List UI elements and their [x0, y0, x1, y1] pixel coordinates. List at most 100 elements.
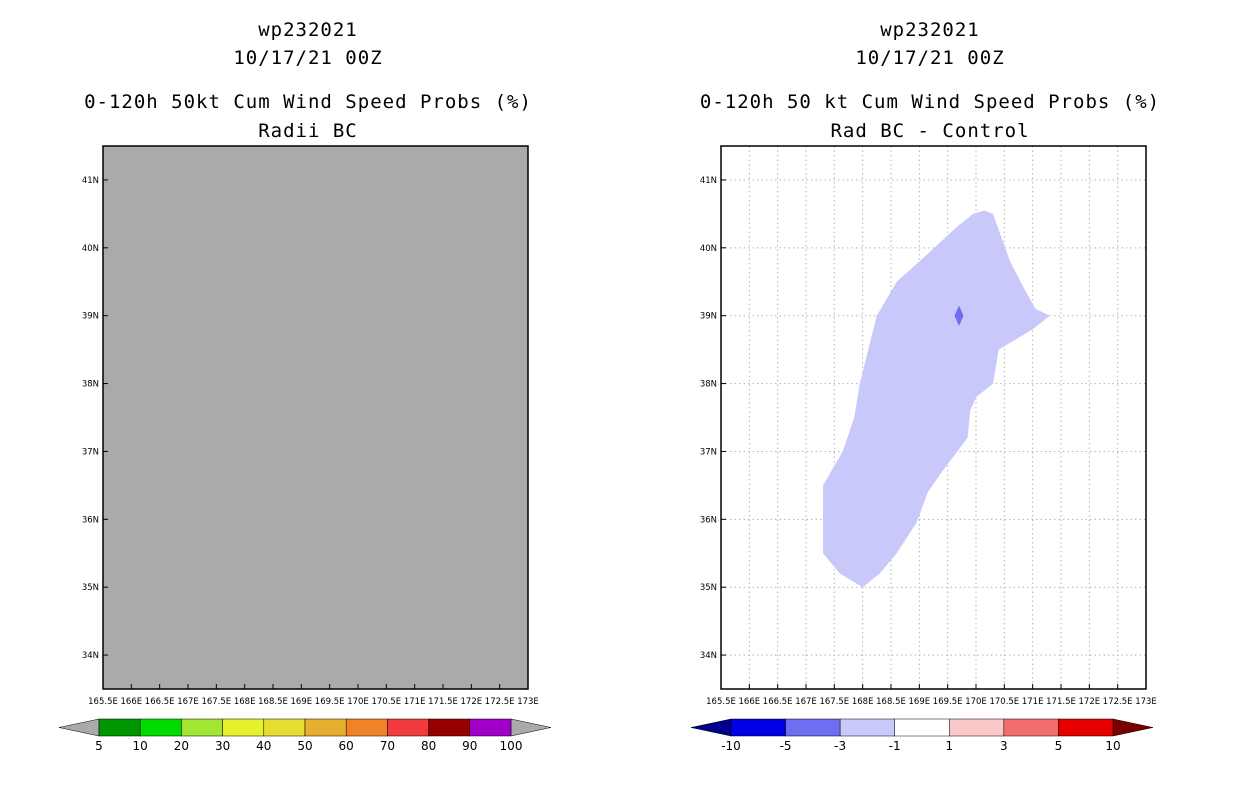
colorbar-label: 70	[380, 739, 395, 753]
right-title: 0-120h 50 kt Cum Wind Speed Probs (%)	[699, 91, 1161, 113]
lon-tick-label: 165.5E	[706, 697, 736, 707]
left-map-frame	[102, 145, 529, 690]
colorbar-label: 40	[256, 739, 271, 753]
lon-tick-label: 172E	[461, 697, 483, 707]
colorbar-swatch	[139, 718, 182, 737]
right-map-frame	[720, 145, 1147, 690]
left-axis-ticks: 165.5E 166E 166.5E 167E 167.5E 168E 168.5E 169E…	[82, 176, 539, 707]
colorbar-swatch	[839, 718, 895, 737]
right-map: 165.5E 166E 166.5E 167E 167.5E 168E 168.5E 169E…	[700, 145, 1157, 707]
left-subtitle: Radii BC	[258, 120, 358, 142]
lon-tick-label: 170.5E	[989, 697, 1019, 707]
colorbar-label: 100	[500, 739, 523, 753]
lat-tick-label: 38N	[82, 380, 99, 390]
colorbar-label: 80	[421, 739, 436, 753]
lon-tick-label: 168.5E	[876, 697, 906, 707]
lon-tick-label: 169.5E	[933, 697, 963, 707]
lon-tick-label: 170E	[347, 697, 369, 707]
colorbar-label: 50	[297, 739, 312, 753]
lat-tick-label: 40N	[700, 244, 717, 254]
lon-tick-label: 170E	[965, 697, 987, 707]
colorbar-label: 5	[1055, 739, 1063, 753]
lat-tick-label: 35N	[82, 583, 99, 593]
lon-tick-label: 172E	[1079, 697, 1101, 707]
colorbar-swatch	[263, 718, 306, 737]
difference-region-dark	[954, 305, 964, 326]
lon-tick-label: 171E	[1022, 697, 1044, 707]
lon-tick-label: 166.5E	[763, 697, 793, 707]
colorbar-swatch	[222, 718, 265, 737]
lat-tick-label: 35N	[700, 583, 717, 593]
lat-tick-label: 37N	[700, 447, 717, 457]
lon-tick-label: 171E	[404, 697, 426, 707]
colorbar-label: 10	[133, 739, 148, 753]
lon-tick-label: 173E	[1135, 697, 1157, 707]
lon-tick-label: 167E	[795, 697, 817, 707]
colorbar-swatch	[1058, 718, 1114, 737]
colorbar-label: 60	[339, 739, 354, 753]
colorbar-label: 10	[1105, 739, 1120, 753]
colorbar-label: -3	[834, 739, 846, 753]
difference-region-light	[823, 210, 1050, 588]
colorbar-swatch	[1003, 718, 1059, 737]
colorbar-high-triangle	[510, 718, 552, 737]
colorbar-label: 3	[1000, 739, 1008, 753]
colorbar-high-triangle	[1112, 718, 1154, 737]
right-datetime: 10/17/21 00Z	[855, 47, 1005, 69]
lon-tick-label: 170.5E	[371, 697, 401, 707]
right-storm-id: wp232021	[880, 19, 980, 41]
lat-tick-label: 41N	[700, 176, 717, 186]
colorbar-swatch	[469, 718, 512, 737]
lon-tick-label: 166.5E	[145, 697, 175, 707]
lon-tick-label: 172.5E	[1103, 697, 1133, 707]
lon-tick-label: 166E	[739, 697, 761, 707]
left-map: 165.5E 166E 166.5E 167E 167.5E 168E 168.5E 169E…	[82, 145, 539, 707]
lon-tick-label: 169E	[291, 697, 313, 707]
left-title: 0-120h 50kt Cum Wind Speed Probs (%)	[84, 91, 532, 113]
colorbar-swatch	[894, 718, 950, 737]
colorbar-swatch	[98, 718, 141, 737]
lon-tick-label: 172.5E	[485, 697, 515, 707]
colorbar-label: 20	[174, 739, 189, 753]
left-map-fill	[103, 146, 528, 689]
lon-tick-label: 169E	[909, 697, 931, 707]
colorbar-swatch	[949, 718, 1005, 737]
colorbar-label: -5	[780, 739, 792, 753]
lat-tick-label: 40N	[82, 244, 99, 254]
lon-tick-label: 168.5E	[258, 697, 288, 707]
colorbar-label: 90	[462, 739, 477, 753]
left-colorbar: 5 10 20 30 40 50 60 70 80 90 100	[58, 718, 552, 753]
colorbar-label: 5	[95, 739, 103, 753]
right-colorbar: -10 -5 -3 -1 1 3 5 10	[690, 718, 1154, 753]
colorbar-swatch	[730, 718, 786, 737]
right-axis-ticks: 165.5E 166E 166.5E 167E 167.5E 168E 168.5E 169E…	[700, 176, 1157, 707]
right-subtitle: Rad BC - Control	[830, 120, 1030, 142]
lon-tick-label: 167E	[177, 697, 199, 707]
colorbar-label: -1	[889, 739, 901, 753]
colorbar-label: 30	[215, 739, 230, 753]
lat-tick-label: 34N	[82, 651, 99, 661]
lon-tick-label: 168E	[852, 697, 874, 707]
lat-tick-label: 37N	[82, 447, 99, 457]
lon-tick-label: 171.5E	[428, 697, 458, 707]
left-storm-id: wp232021	[258, 19, 358, 41]
lat-tick-label: 36N	[700, 515, 717, 525]
colorbar-swatch	[428, 718, 471, 737]
lon-tick-label: 171.5E	[1046, 697, 1076, 707]
colorbar-label: 1	[945, 739, 953, 753]
lat-tick-label: 39N	[700, 312, 717, 322]
lon-tick-label: 166E	[121, 697, 143, 707]
colorbar-swatch	[181, 718, 223, 737]
colorbar-swatch	[345, 718, 388, 737]
lat-tick-label: 36N	[82, 515, 99, 525]
lat-tick-label: 34N	[700, 651, 717, 661]
colorbar-low-triangle	[58, 718, 100, 737]
lon-tick-label: 168E	[234, 697, 256, 707]
colorbar-swatch	[387, 718, 429, 737]
lat-tick-label: 38N	[700, 380, 717, 390]
lon-tick-label: 173E	[517, 697, 539, 707]
lon-tick-label: 167.5E	[201, 697, 231, 707]
colorbar-label: -10	[721, 739, 741, 753]
lat-tick-label: 41N	[82, 176, 99, 186]
